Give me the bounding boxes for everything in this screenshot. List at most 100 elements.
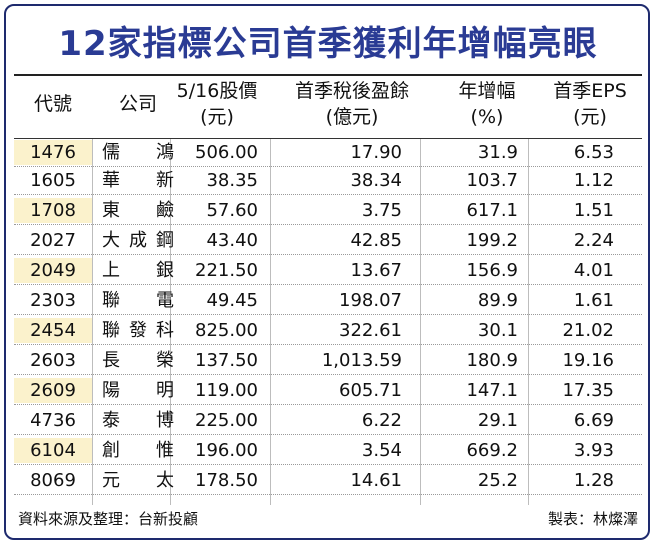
cell-company: 大成鋼 [102,230,174,251]
cell-eps: 6.69 [573,410,614,431]
cell-eps: 1.61 [573,290,614,311]
cell-company: 聯發科 [102,320,174,341]
cell-company: 聯電 [102,290,174,311]
cell-price: 225.00 [195,410,258,431]
header-price-label: 5/16股價 [176,80,258,102]
header-earnings-label: 首季稅後盈餘 [294,80,409,102]
table-row: 2603 長榮 137.50 1,013.59 180.9 19.16 [14,347,642,375]
cell-company: 上銀 [102,260,174,281]
header-growth-unit: (%) [470,106,504,128]
cell-earnings: 17.90 [350,142,402,163]
cell-price: 137.50 [195,350,258,371]
column-divider [420,139,421,505]
cell-company: 泰博 [102,410,174,431]
cell-price: 38.35 [206,170,258,191]
column-divider [170,139,171,505]
cell-earnings: 198.07 [339,290,402,311]
header-growth-label: 年增幅 [458,80,516,102]
cell-code: 1605 [30,170,76,191]
header-earnings-unit: (億元) [325,106,379,128]
cell-earnings: 605.71 [339,380,402,401]
source-note: 資料來源及整理：台新投顧 [18,510,199,528]
table-row: 6104 創惟 196.00 3.54 669.2 3.93 [14,437,642,465]
cell-code: 6104 [30,440,76,461]
cell-eps: 4.01 [573,260,614,281]
table-row: 2454 聯發科 825.00 322.61 30.1 21.02 [14,317,642,345]
cell-eps: 1.28 [573,470,614,491]
cell-eps: 1.51 [573,200,614,221]
cell-earnings: 3.75 [361,200,402,221]
cell-earnings: 14.61 [350,470,402,491]
table-row: 4736 泰博 225.00 6.22 29.1 6.69 [14,407,642,435]
header-company-label: 公司 [118,93,157,115]
header-growth: 年增幅 (%) [446,78,528,138]
cell-price: 43.40 [206,230,258,251]
cell-earnings: 3.54 [361,440,402,461]
table-row: 1605 華新 38.35 38.34 103.7 1.12 [14,167,642,195]
cell-company: 華新 [102,170,174,191]
header-price-unit: (元) [200,106,234,128]
column-divider [528,139,529,505]
cell-price: 221.50 [195,260,258,281]
cell-eps: 1.12 [573,170,614,191]
cell-growth: 103.7 [466,170,518,191]
cell-code: 2049 [30,260,76,281]
column-divider [92,139,93,505]
header-top-rule [14,74,642,76]
cell-company: 創惟 [102,440,174,461]
cell-growth: 29.1 [477,410,518,431]
cell-code: 4736 [30,410,76,431]
cell-earnings: 1,013.59 [321,350,402,371]
cell-eps: 21.02 [562,320,614,341]
cell-eps: 6.53 [573,142,614,163]
cell-code: 2454 [30,320,76,341]
cell-price: 57.60 [206,200,258,221]
cell-code: 2603 [30,350,76,371]
cell-growth: 180.9 [466,350,518,371]
cell-eps: 19.16 [562,350,614,371]
cell-earnings: 13.67 [350,260,402,281]
header-eps: 首季EPS (元) [542,78,638,138]
header-code: 代號 [14,78,92,138]
cell-code: 2609 [30,380,76,401]
cell-eps: 17.35 [562,380,614,401]
table-row: 2049 上銀 221.50 13.67 156.9 4.01 [14,257,642,285]
cell-code: 2027 [30,230,76,251]
page-title: 12家指標公司首季獲利年增幅亮眼 [58,24,598,64]
cell-growth: 156.9 [466,260,518,281]
cell-growth: 617.1 [466,200,518,221]
cell-code: 1476 [30,142,76,163]
cell-growth: 147.1 [466,380,518,401]
cell-eps: 3.93 [573,440,614,461]
cell-price: 196.00 [195,440,258,461]
cell-company: 東鹼 [102,200,174,221]
cell-code: 8069 [30,470,76,491]
cell-growth: 199.2 [466,230,518,251]
header-price: 5/16股價 (元) [172,78,262,138]
cell-code: 2303 [30,290,76,311]
cell-eps: 2.24 [573,230,614,251]
header-company: 公司 [98,78,178,138]
table-row: 1708 東鹼 57.60 3.75 617.1 1.51 [14,197,642,225]
column-divider [270,139,271,505]
cell-company: 陽明 [102,380,174,401]
cell-company: 元太 [102,470,174,491]
cell-earnings: 6.22 [361,410,402,431]
table-row: 1476 儒鴻 506.00 17.90 31.9 6.53 [14,139,642,167]
cell-growth: 31.9 [477,142,518,163]
cell-growth: 25.2 [477,470,518,491]
header-eps-label: 首季EPS [553,80,627,102]
cell-code: 1708 [30,200,76,221]
header-earnings: 首季稅後盈餘 (億元) [290,78,414,138]
cell-price: 119.00 [195,380,258,401]
cell-growth: 669.2 [466,440,518,461]
cell-growth: 89.9 [477,290,518,311]
table-row: 2609 陽明 119.00 605.71 147.1 17.35 [14,377,642,405]
cell-growth: 30.1 [477,320,518,341]
cell-earnings: 42.85 [350,230,402,251]
credit-note: 製表：林燦澤 [547,510,638,528]
cell-earnings: 322.61 [339,320,402,341]
cell-company: 長榮 [102,350,174,371]
header-code-label: 代號 [33,93,72,115]
header-eps-unit: (元) [573,106,607,128]
